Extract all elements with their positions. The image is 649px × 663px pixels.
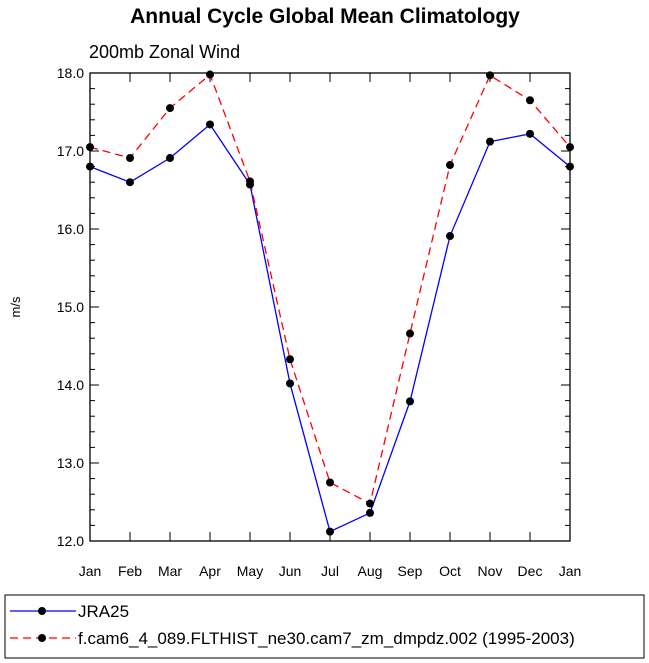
data-point-series-0 bbox=[326, 527, 334, 536]
x-tick-label: Jan bbox=[79, 563, 102, 579]
data-point-series-0 bbox=[526, 129, 534, 138]
data-point-series-1 bbox=[366, 499, 374, 508]
chart-subtitle: 200mb Zonal Wind bbox=[89, 42, 240, 62]
legend-entry-jra25: JRA25 bbox=[10, 602, 129, 621]
series-line-1 bbox=[89, 73, 571, 505]
x-tick-label: Jul bbox=[321, 563, 339, 579]
y-tick-label: 15.0 bbox=[57, 299, 84, 315]
data-point-series-1 bbox=[446, 161, 454, 170]
data-point-series-1 bbox=[126, 154, 134, 163]
y-tick-label: 16.0 bbox=[57, 221, 84, 237]
x-tick-label: Oct bbox=[439, 563, 461, 579]
legend-marker-cam6 bbox=[38, 634, 46, 642]
data-point-series-1 bbox=[486, 71, 494, 80]
x-tick-label: Sep bbox=[398, 563, 423, 579]
x-tick-label: Nov bbox=[478, 563, 503, 579]
legend-box bbox=[4, 594, 645, 659]
chart-title: Annual Cycle Global Mean Climatology bbox=[130, 5, 520, 28]
data-point-series-1 bbox=[246, 177, 254, 186]
legend-entry-cam6: f.cam6_4_089.FLTHIST_ne30.cam7_zm_dmpdz.… bbox=[10, 629, 575, 648]
data-point-series-0 bbox=[206, 120, 214, 129]
x-tick-label: Dec bbox=[518, 563, 543, 579]
x-tick-label: May bbox=[237, 563, 263, 579]
plot-frame bbox=[89, 72, 571, 542]
y-tick-label: 13.0 bbox=[57, 455, 84, 471]
data-point-series-0 bbox=[166, 154, 174, 163]
y-tick-label: 14.0 bbox=[57, 377, 84, 393]
x-tick-label: Feb bbox=[118, 563, 142, 579]
plot-axes: Jan Feb Mar Apr May Jun Jul Aug Sep Oct Nov Dec Jan 1… bbox=[57, 65, 582, 579]
x-tick-label: Apr bbox=[199, 563, 221, 579]
data-point-series-1 bbox=[166, 104, 174, 113]
data-point-series-0 bbox=[486, 137, 494, 146]
data-point-series-0 bbox=[286, 379, 294, 388]
data-point-series-0 bbox=[406, 397, 414, 406]
data-point-series-0 bbox=[566, 162, 574, 171]
data-point-series-0 bbox=[126, 178, 134, 187]
data-point-series-1 bbox=[286, 355, 294, 364]
data-point-series-1 bbox=[526, 96, 534, 105]
data-point-series-0 bbox=[86, 162, 94, 171]
legend-marker-jra25 bbox=[38, 607, 46, 615]
y-tick-label: 12.0 bbox=[57, 533, 84, 549]
x-tick-label: Mar bbox=[158, 563, 182, 579]
y-tick-label: 18.0 bbox=[57, 65, 84, 81]
data-point-series-1 bbox=[86, 143, 94, 152]
data-point-series-1 bbox=[566, 143, 574, 152]
data-point-series-0 bbox=[446, 232, 454, 241]
data-point-series-1 bbox=[206, 70, 214, 79]
y-axis-label: m/s bbox=[8, 296, 23, 317]
series-line-0 bbox=[89, 123, 571, 533]
x-tick-label: Jan bbox=[559, 563, 582, 579]
x-tick-label: Aug bbox=[358, 563, 383, 579]
data-point-series-1 bbox=[406, 329, 414, 338]
legend-label-jra25: JRA25 bbox=[78, 602, 129, 621]
y-tick-label: 17.0 bbox=[57, 143, 84, 159]
series-layer bbox=[86, 70, 574, 536]
data-point-series-0 bbox=[366, 508, 374, 517]
legend-label-cam6: f.cam6_4_089.FLTHIST_ne30.cam7_zm_dmpdz.… bbox=[78, 629, 575, 648]
x-tick-label: Jun bbox=[279, 563, 302, 579]
data-point-series-1 bbox=[326, 478, 334, 487]
